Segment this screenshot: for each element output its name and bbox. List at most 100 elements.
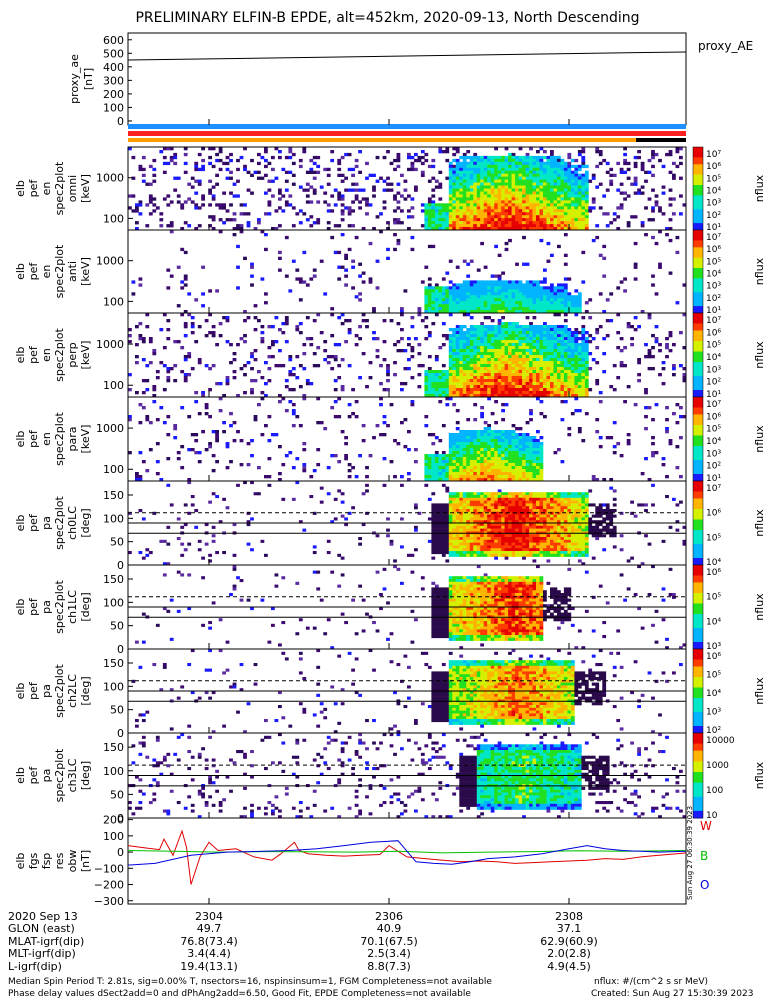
spec-cell [483,203,488,207]
spec-cell [518,388,523,392]
spec-cell [584,203,589,207]
spec-cell [595,478,600,482]
spec-cell [131,155,136,160]
spec-cell [211,218,216,222]
spec-cell [344,454,348,458]
spec-cell [410,235,415,240]
spec-cell [462,185,467,189]
spec-cell [532,280,537,284]
spec-cell [431,206,436,210]
spec-cell [675,250,680,255]
spec-cell [612,445,617,449]
spec-cell [563,215,568,219]
spec-cell [208,191,212,195]
spec-cell [469,167,474,172]
spec-cell [365,483,369,487]
spec-cell [476,537,481,541]
spec-cell [546,173,551,177]
spec-cell [302,448,307,452]
spec-cell [267,346,272,350]
spec-cell [574,343,579,347]
spec-cell [494,460,498,464]
spec-cell [455,164,460,169]
spec-cell [539,385,544,389]
spec-cell [473,185,478,189]
spec-cell [462,514,467,518]
spec-cell [427,475,432,479]
spec-cell [577,218,582,222]
spec-cell [553,185,558,189]
spec-cell [487,191,491,195]
spec-cell [351,388,355,392]
spec-cell [609,385,614,389]
spec-cell [515,331,519,335]
spec-cell [441,292,446,296]
spec-cell [570,221,575,225]
spec-cell [504,358,509,362]
spec-cell [455,209,460,213]
spec-cell [452,542,457,546]
spec-cell [358,150,362,154]
spec-cell [536,179,540,183]
spec-cell [490,379,495,383]
spec-cell [347,212,352,216]
spec-cell [462,337,467,341]
spec-cell [546,161,551,166]
spec-cell [400,517,404,521]
spec-cell [539,203,544,207]
spec-cell [462,259,467,263]
spec-cell [494,445,498,449]
spec-cell [344,340,348,344]
spec-cell [438,391,443,395]
spec-cell [469,500,474,504]
spec-cell [487,427,491,431]
spec-cell [455,358,460,362]
spec-cell [518,337,523,341]
spec-cell [497,289,502,293]
spec-cell [525,262,530,266]
spec-cell [619,182,624,186]
spec-cell [682,346,687,350]
spec-cell [141,379,146,383]
spec-cell [351,412,355,416]
spec-cell [201,391,205,395]
spec-cell [452,298,457,302]
spec-cell [466,500,471,504]
spec-cell [448,224,453,228]
spec-cell [497,221,502,225]
spec-cell [511,161,516,166]
spec-cell [619,349,624,353]
spec-cell [508,343,512,347]
spec-cell [441,322,446,326]
spec-cell [452,382,457,386]
spec-cell [333,497,338,501]
spec-cell [441,472,446,476]
spec-cell [340,197,345,201]
spec-cell [504,472,509,476]
spec-cell [473,517,478,521]
spec-cell [651,334,655,338]
spec-cell [473,457,478,461]
spec-cell [553,194,558,198]
spec-cell [518,206,523,210]
spec-cell [480,241,484,246]
spec-cell [508,463,512,467]
spec-cell [487,370,491,374]
spec-cell [584,301,589,305]
spec-cell [340,194,345,198]
spec-cell [539,445,544,449]
spec-cell [434,506,439,510]
spec-cell [361,439,366,443]
spec-cell [515,361,519,365]
spec-cell [466,349,471,353]
spec-cell [504,286,509,290]
spec-cell [431,517,436,521]
spec-cell [455,158,460,163]
spec-cell [476,358,481,362]
spec-cell [180,445,185,449]
spec-cell [602,212,607,216]
spec-cell [393,197,397,201]
spec-cell [487,215,491,219]
spec-cell [494,472,498,476]
spec-cell [434,179,439,183]
